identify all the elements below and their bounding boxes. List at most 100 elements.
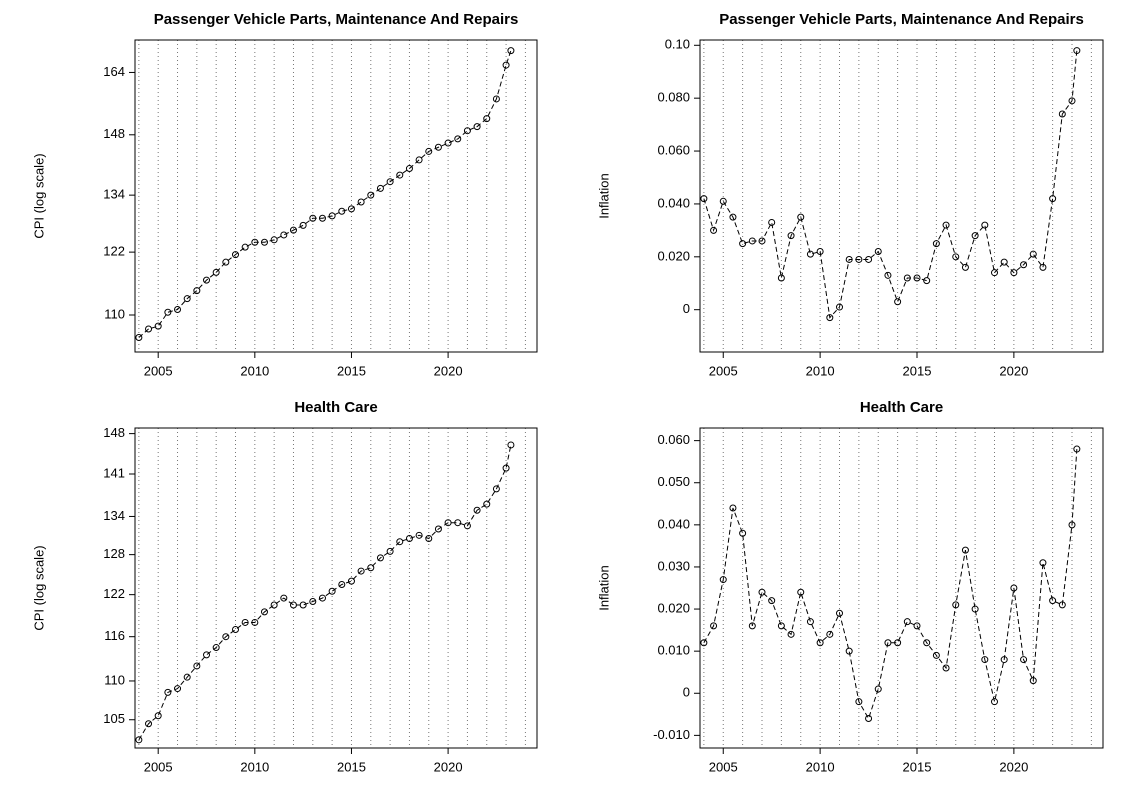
panel-title: Health Care xyxy=(860,399,943,416)
y-tick-label: 122 xyxy=(103,244,125,259)
x-tick-label: 2015 xyxy=(903,363,932,378)
data-point xyxy=(826,314,834,322)
y-tick-label: 0.020 xyxy=(657,248,690,263)
x-tick-label: 2005 xyxy=(709,759,738,774)
y-tick-label: 105 xyxy=(103,711,125,726)
y-tick-label: 0 xyxy=(683,301,690,316)
data-point xyxy=(884,639,892,647)
data-point xyxy=(425,147,433,155)
data-point xyxy=(758,588,766,596)
data-point xyxy=(826,630,834,638)
data-point xyxy=(1020,656,1028,664)
data-point xyxy=(816,639,824,647)
data-point xyxy=(729,504,737,512)
data-point xyxy=(710,622,718,630)
data-point xyxy=(777,274,785,282)
y-tick-label: 0.040 xyxy=(657,195,690,210)
data-point xyxy=(923,639,931,647)
data-point xyxy=(797,213,805,221)
data-point xyxy=(164,688,172,696)
data-point xyxy=(787,232,795,240)
y-tick-label: 0.060 xyxy=(657,432,690,447)
data-point xyxy=(1010,584,1018,592)
data-point xyxy=(700,639,708,647)
data-point xyxy=(454,519,462,527)
x-tick-label: 2005 xyxy=(144,363,173,378)
x-tick-label: 2020 xyxy=(434,759,463,774)
data-point xyxy=(874,685,882,693)
data-point xyxy=(338,207,346,215)
panel-title: Passenger Vehicle Parts, Maintenance And… xyxy=(719,11,1084,28)
data-point xyxy=(1049,597,1057,605)
data-point xyxy=(932,240,940,248)
data-point xyxy=(241,243,249,251)
data-point xyxy=(845,647,853,655)
data-point xyxy=(903,618,911,626)
y-tick-label: 0.060 xyxy=(657,142,690,157)
data-point xyxy=(386,178,394,186)
data-point xyxy=(971,605,979,613)
data-point xyxy=(729,213,737,221)
data-point xyxy=(154,322,162,330)
y-tick-label: 148 xyxy=(103,425,125,440)
data-point xyxy=(492,485,500,493)
data-point xyxy=(135,334,143,342)
y-tick-label: -0.010 xyxy=(653,727,690,742)
data-point xyxy=(473,506,481,514)
data-point xyxy=(787,630,795,638)
data-point xyxy=(454,135,462,143)
data-point xyxy=(739,240,747,248)
series-line xyxy=(703,50,1078,319)
data-point xyxy=(473,123,481,131)
data-point xyxy=(222,258,230,266)
data-point xyxy=(328,212,336,220)
y-tick-label: 116 xyxy=(104,628,125,643)
data-point xyxy=(318,594,326,602)
data-point xyxy=(280,231,288,239)
data-point xyxy=(270,601,278,609)
data-point xyxy=(942,664,950,672)
x-tick-label: 2010 xyxy=(806,759,835,774)
data-point xyxy=(874,248,882,256)
data-point xyxy=(289,601,297,609)
data-point xyxy=(183,295,191,303)
data-point xyxy=(981,656,989,664)
data-point xyxy=(434,525,442,533)
panel-title: Passenger Vehicle Parts, Maintenance And… xyxy=(154,11,519,28)
data-point xyxy=(913,622,921,630)
data-point xyxy=(710,226,718,234)
x-tick-label: 2010 xyxy=(806,363,835,378)
y-tick-label: 0 xyxy=(683,685,690,700)
data-point xyxy=(507,47,515,55)
data-point xyxy=(1073,445,1081,453)
plot-frame xyxy=(699,39,1104,353)
data-point xyxy=(415,156,423,164)
data-point xyxy=(405,165,413,173)
data-point xyxy=(1068,97,1076,105)
data-point xyxy=(483,500,491,508)
data-point xyxy=(174,685,182,693)
data-point xyxy=(232,626,239,634)
data-point xyxy=(1039,559,1047,567)
data-point xyxy=(719,576,727,584)
y-tick-label: 148 xyxy=(103,126,125,141)
data-point xyxy=(444,519,452,527)
data-point xyxy=(768,218,776,226)
data-point xyxy=(932,651,940,659)
data-point xyxy=(260,608,268,616)
data-point xyxy=(347,205,355,213)
data-point xyxy=(1000,258,1008,266)
y-tick-label: 0.10 xyxy=(665,37,690,52)
x-tick-label: 2005 xyxy=(144,759,173,774)
data-point xyxy=(241,618,249,626)
y-tick-label: 164 xyxy=(103,64,125,79)
data-point xyxy=(971,232,979,240)
data-point xyxy=(739,529,747,537)
data-point xyxy=(145,720,153,728)
x-tick-label: 2010 xyxy=(240,363,269,378)
data-point xyxy=(1039,263,1047,271)
data-point xyxy=(463,522,471,530)
x-tick-label: 2015 xyxy=(337,759,366,774)
data-point xyxy=(289,226,297,234)
